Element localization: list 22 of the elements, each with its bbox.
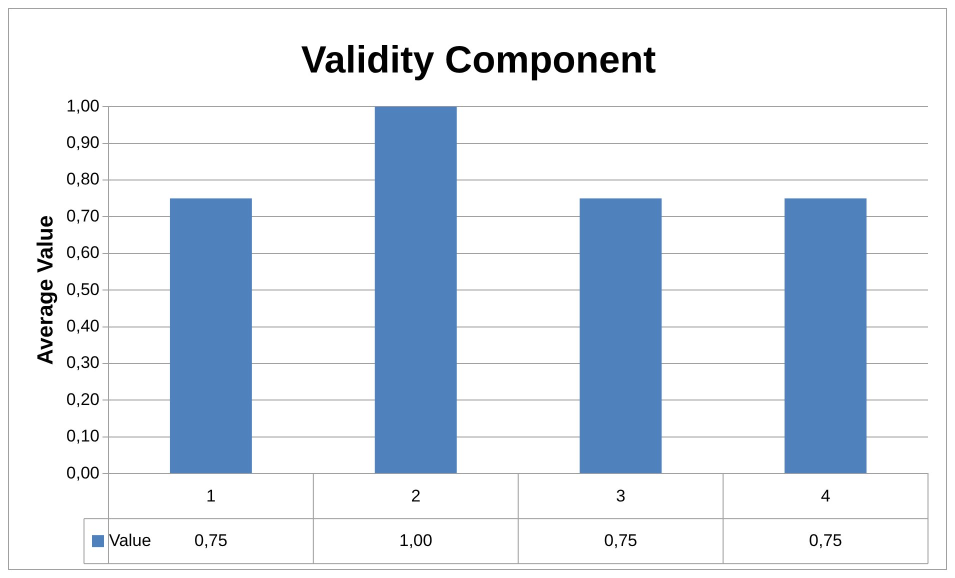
y-tick-label: 0,10	[66, 426, 100, 446]
y-tick-label: 0,00	[66, 463, 100, 482]
y-tick-label: 1,00	[66, 96, 100, 116]
chart-title: Validity Component	[301, 39, 656, 82]
y-tick-label: 0,60	[66, 243, 100, 262]
x-tick-label: 1	[206, 486, 216, 506]
data-label: 0,75	[194, 530, 228, 550]
data-label: 0,75	[604, 530, 638, 550]
legend-label: Value	[109, 530, 152, 550]
y-tick-label: 0,20	[66, 390, 100, 409]
data-label: 1,00	[399, 530, 432, 550]
y-tick-label: 0,70	[66, 206, 100, 226]
x-tick-label: 3	[616, 486, 626, 506]
y-tick-label: 0,30	[66, 353, 100, 372]
x-tick-label: 4	[820, 486, 830, 506]
x-tick-label: 2	[411, 486, 421, 506]
y-tick-label: 0,80	[66, 170, 100, 189]
y-axis-title: Average Value	[32, 215, 58, 365]
y-tick-label: 0,90	[66, 132, 100, 152]
y-tick-label: 0,50	[66, 280, 100, 299]
y-tick-label: 0,40	[66, 316, 100, 336]
data-label: 0,75	[809, 530, 842, 550]
